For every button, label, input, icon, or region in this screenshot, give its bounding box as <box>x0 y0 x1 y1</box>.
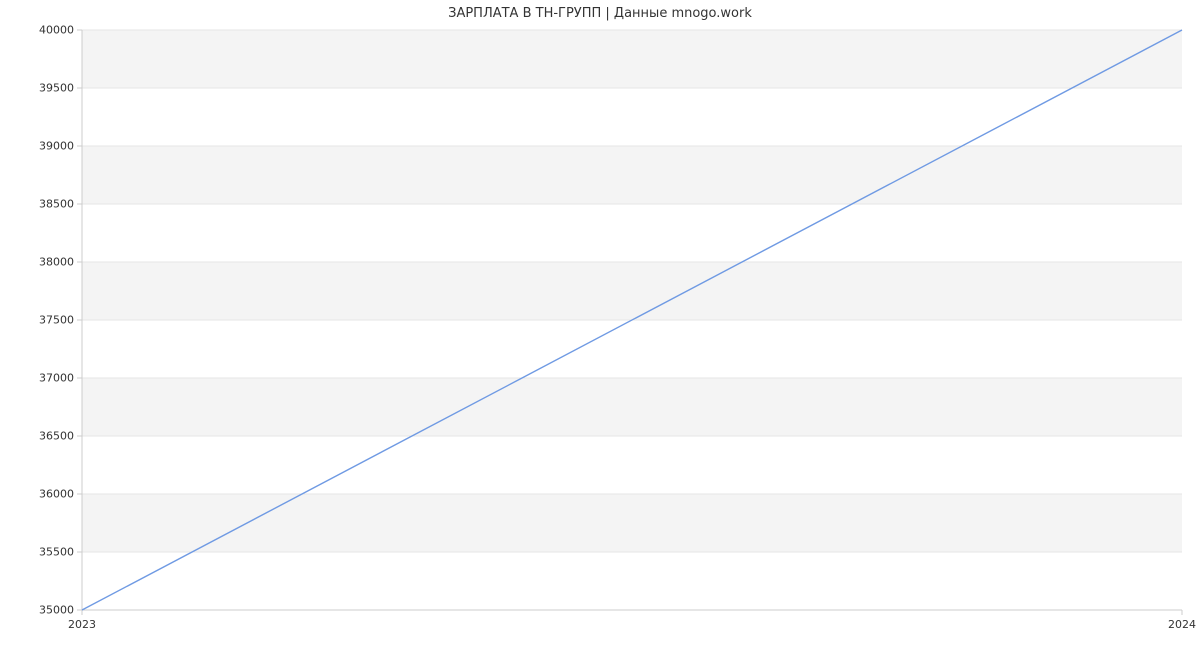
chart-title: ЗАРПЛАТА В ТН-ГРУПП | Данные mnogo.work <box>0 6 1200 21</box>
x-tick-label: 2023 <box>68 618 96 631</box>
salary-chart: ЗАРПЛАТА В ТН-ГРУПП | Данные mnogo.work … <box>0 0 1200 650</box>
plot-area <box>82 30 1182 610</box>
y-tick-label: 36000 <box>39 488 74 501</box>
x-tick-label: 2024 <box>1168 618 1196 631</box>
y-tick-label: 35000 <box>39 604 74 617</box>
y-tick-label: 39500 <box>39 82 74 95</box>
y-tick-label: 40000 <box>39 24 74 37</box>
y-tick-label: 38000 <box>39 256 74 269</box>
y-tick-label: 36500 <box>39 430 74 443</box>
y-tick-label: 39000 <box>39 140 74 153</box>
y-tick-label: 35500 <box>39 546 74 559</box>
y-tick-label: 38500 <box>39 198 74 211</box>
y-tick-label: 37500 <box>39 314 74 327</box>
y-tick-label: 37000 <box>39 372 74 385</box>
